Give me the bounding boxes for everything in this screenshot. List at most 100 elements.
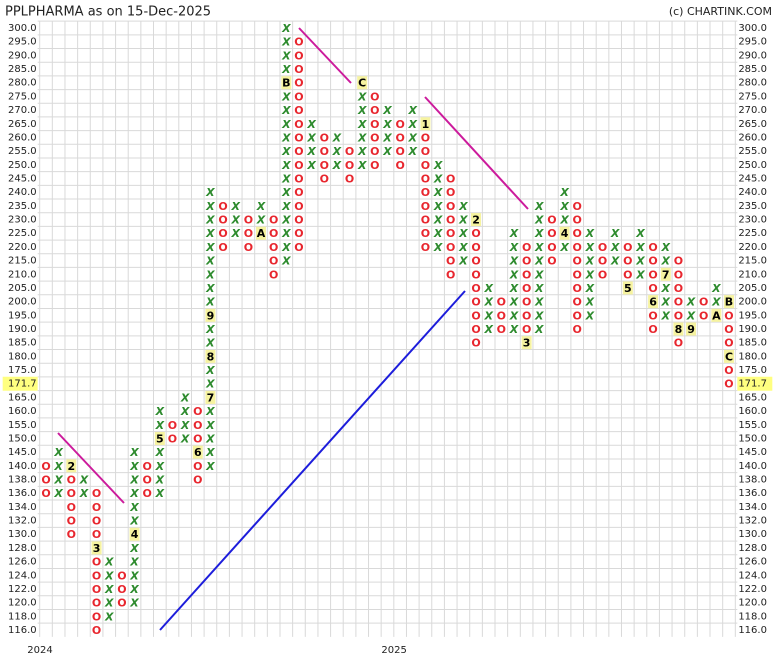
box: O bbox=[193, 460, 202, 473]
box: O bbox=[421, 227, 430, 240]
month-marker-bg bbox=[154, 431, 165, 445]
box: X bbox=[509, 241, 519, 254]
box: O bbox=[370, 118, 379, 131]
month-marker: 7 bbox=[662, 268, 670, 281]
box: O bbox=[294, 90, 303, 103]
box: X bbox=[534, 309, 544, 322]
month-marker: 8 bbox=[675, 323, 683, 336]
box: X bbox=[281, 255, 291, 268]
box: X bbox=[509, 227, 519, 240]
box: X bbox=[230, 227, 240, 240]
box: O bbox=[623, 255, 632, 268]
y-tick-label: 171.7 bbox=[8, 379, 37, 390]
y-tick-label: 185.0 bbox=[738, 338, 767, 349]
y-tick-label: 245.0 bbox=[738, 174, 767, 185]
last-price-highlight bbox=[2, 376, 38, 391]
box: O bbox=[446, 200, 455, 213]
box: X bbox=[281, 104, 291, 117]
box: O bbox=[573, 241, 582, 254]
box: X bbox=[205, 460, 215, 473]
column: XX bbox=[79, 474, 89, 501]
box: X bbox=[408, 131, 418, 144]
box: O bbox=[269, 268, 278, 281]
y-tick-label: 124.0 bbox=[8, 570, 37, 581]
box: O bbox=[421, 145, 430, 158]
month-marker-bg bbox=[648, 295, 659, 309]
box: X bbox=[129, 460, 139, 473]
y-tick-label: 126.0 bbox=[8, 557, 37, 568]
box: O bbox=[92, 583, 101, 596]
y-tick-label: 290.0 bbox=[738, 50, 767, 61]
box: O bbox=[395, 145, 404, 158]
box: X bbox=[129, 446, 139, 459]
box: O bbox=[573, 309, 582, 322]
month-marker-bg bbox=[91, 541, 102, 555]
box: X bbox=[635, 268, 645, 281]
box: O bbox=[294, 145, 303, 158]
y-tick-label: 280.0 bbox=[8, 78, 37, 89]
box: X bbox=[661, 296, 671, 309]
y-tick-label: 140.0 bbox=[8, 461, 37, 472]
box: X bbox=[585, 227, 595, 240]
month-marker-bg bbox=[192, 445, 203, 459]
y-tick-label: 155.0 bbox=[8, 420, 37, 431]
y-tick-label: 138.0 bbox=[738, 475, 767, 486]
month-marker-bg bbox=[205, 308, 216, 322]
box: X bbox=[256, 214, 266, 227]
y-tick-label: 190.0 bbox=[738, 324, 767, 335]
box: X bbox=[129, 597, 139, 610]
box: O bbox=[471, 255, 480, 268]
box: O bbox=[345, 159, 354, 172]
box: X bbox=[205, 214, 215, 227]
box: O bbox=[522, 241, 531, 254]
box: X bbox=[357, 145, 367, 158]
box: O bbox=[218, 241, 227, 254]
month-marker: 9 bbox=[207, 309, 215, 322]
box: O bbox=[471, 296, 480, 309]
y-tick-label: 260.0 bbox=[738, 132, 767, 143]
box: O bbox=[294, 227, 303, 240]
box: X bbox=[635, 227, 645, 240]
month-marker: 5 bbox=[156, 432, 164, 445]
box: X bbox=[205, 337, 215, 350]
column: OOO bbox=[117, 569, 126, 609]
y-tick-label: 134.0 bbox=[738, 502, 767, 513]
y-tick-label: 116.0 bbox=[738, 625, 767, 636]
y-tick-label: 132.0 bbox=[738, 516, 767, 527]
box: X bbox=[306, 131, 316, 144]
box: X bbox=[585, 309, 595, 322]
box: O bbox=[168, 419, 177, 432]
y-tick-label: 165.0 bbox=[738, 392, 767, 403]
box: O bbox=[67, 474, 76, 487]
box: O bbox=[294, 104, 303, 117]
box: O bbox=[421, 200, 430, 213]
box: O bbox=[41, 487, 50, 500]
box: X bbox=[458, 227, 468, 240]
month-marker-bg bbox=[622, 281, 633, 295]
y-tick-label: 136.0 bbox=[738, 488, 767, 499]
box: O bbox=[573, 214, 582, 227]
month-marker-bg bbox=[723, 349, 734, 363]
box: O bbox=[244, 227, 253, 240]
box: X bbox=[483, 282, 493, 295]
box: X bbox=[585, 241, 595, 254]
box: O bbox=[320, 145, 329, 158]
box: X bbox=[155, 474, 165, 487]
box: X bbox=[256, 200, 266, 213]
y-tick-label: 270.0 bbox=[738, 105, 767, 116]
box: X bbox=[205, 241, 215, 254]
y-tick-label: 265.0 bbox=[738, 119, 767, 130]
box: O bbox=[724, 323, 733, 336]
box: X bbox=[205, 419, 215, 432]
box: X bbox=[180, 432, 190, 445]
box: O bbox=[269, 255, 278, 268]
month-marker: B bbox=[725, 296, 733, 309]
support-line bbox=[159, 290, 466, 631]
y-tick-label: 250.0 bbox=[738, 160, 767, 171]
box: O bbox=[598, 268, 607, 281]
